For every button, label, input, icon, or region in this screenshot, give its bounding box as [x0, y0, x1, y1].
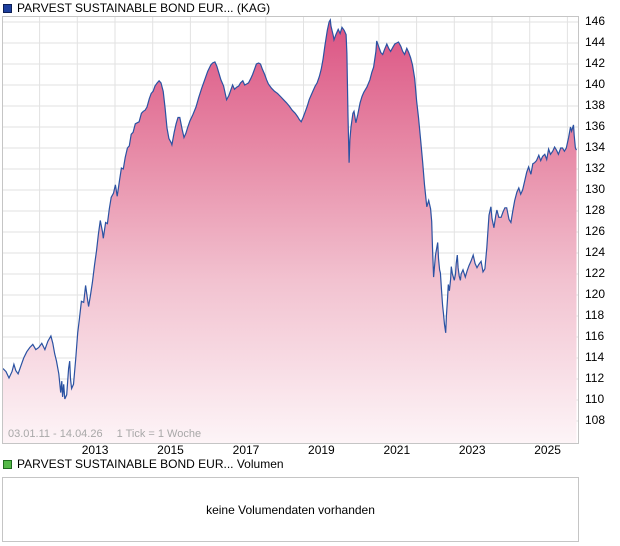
y-axis-tick-label: 124 [585, 245, 606, 259]
y-axis-tick-label: 130 [585, 182, 606, 196]
volume-series-legend: PARVEST SUSTAINABLE BOND EUR... Volumen [3, 458, 284, 471]
y-axis-tick-label: 126 [585, 224, 606, 238]
y-axis-tick-label: 122 [585, 266, 606, 280]
x-axis-tick-label: 2025 [534, 443, 561, 457]
y-axis-tick-label: 132 [585, 161, 606, 175]
y-axis-tick-label: 144 [585, 35, 606, 49]
volume-series-swatch-icon [3, 460, 12, 469]
volume-empty-message: keine Volumendaten vorhanden [206, 502, 375, 517]
y-axis-tick-label: 142 [585, 56, 606, 70]
price-series-swatch-icon [3, 4, 12, 13]
y-axis-tick-label: 140 [585, 77, 606, 91]
y-axis-tick-label: 128 [585, 203, 606, 217]
y-axis-tick-label: 114 [585, 350, 605, 364]
y-axis-tick-label: 110 [585, 392, 605, 406]
x-axis: 2013 2015 2017 2019 2021 2023 2025 [2, 444, 579, 458]
y-axis-tick-label: 120 [585, 287, 606, 301]
y-axis-tick-label: 136 [585, 119, 606, 133]
x-axis-tick-label: 2023 [458, 443, 486, 457]
volume-panel: keine Volumendaten vorhanden [2, 477, 579, 542]
price-area-fill [3, 19, 577, 443]
price-series-legend: PARVEST SUSTAINABLE BOND EUR... (KAG) [3, 2, 270, 15]
x-axis-tick-label: 2021 [383, 443, 411, 457]
price-series-label: PARVEST SUSTAINABLE BOND EUR... (KAG) [17, 1, 271, 15]
x-axis-tick-label: 2015 [157, 443, 184, 457]
y-axis-tick-label: 116 [585, 329, 605, 343]
y-axis-tick-label: 118 [585, 308, 605, 322]
x-axis-tick-label: 2019 [308, 443, 335, 457]
x-axis-tick-label: 2017 [232, 443, 260, 457]
volume-series-label: PARVEST SUSTAINABLE BOND EUR... Volumen [17, 457, 284, 471]
y-axis-tick-label: 108 [585, 413, 606, 427]
y-axis-tick-label: 146 [585, 14, 606, 28]
y-axis-tick-label: 138 [585, 98, 606, 112]
y-axis-tick-label: 134 [585, 140, 606, 154]
y-axis: 146 144 142 140 138 136 134 132 130 128 126 124 122 1… [585, 14, 619, 444]
price-area-chart [3, 17, 578, 443]
price-line [3, 18, 578, 400]
x-axis-tick-label: 2013 [81, 443, 109, 457]
y-axis-tick-label: 112 [585, 371, 605, 385]
price-chart-panel[interactable]: 03.01.11 - 14.04.26 1 Tick = 1 Woche [2, 16, 579, 444]
